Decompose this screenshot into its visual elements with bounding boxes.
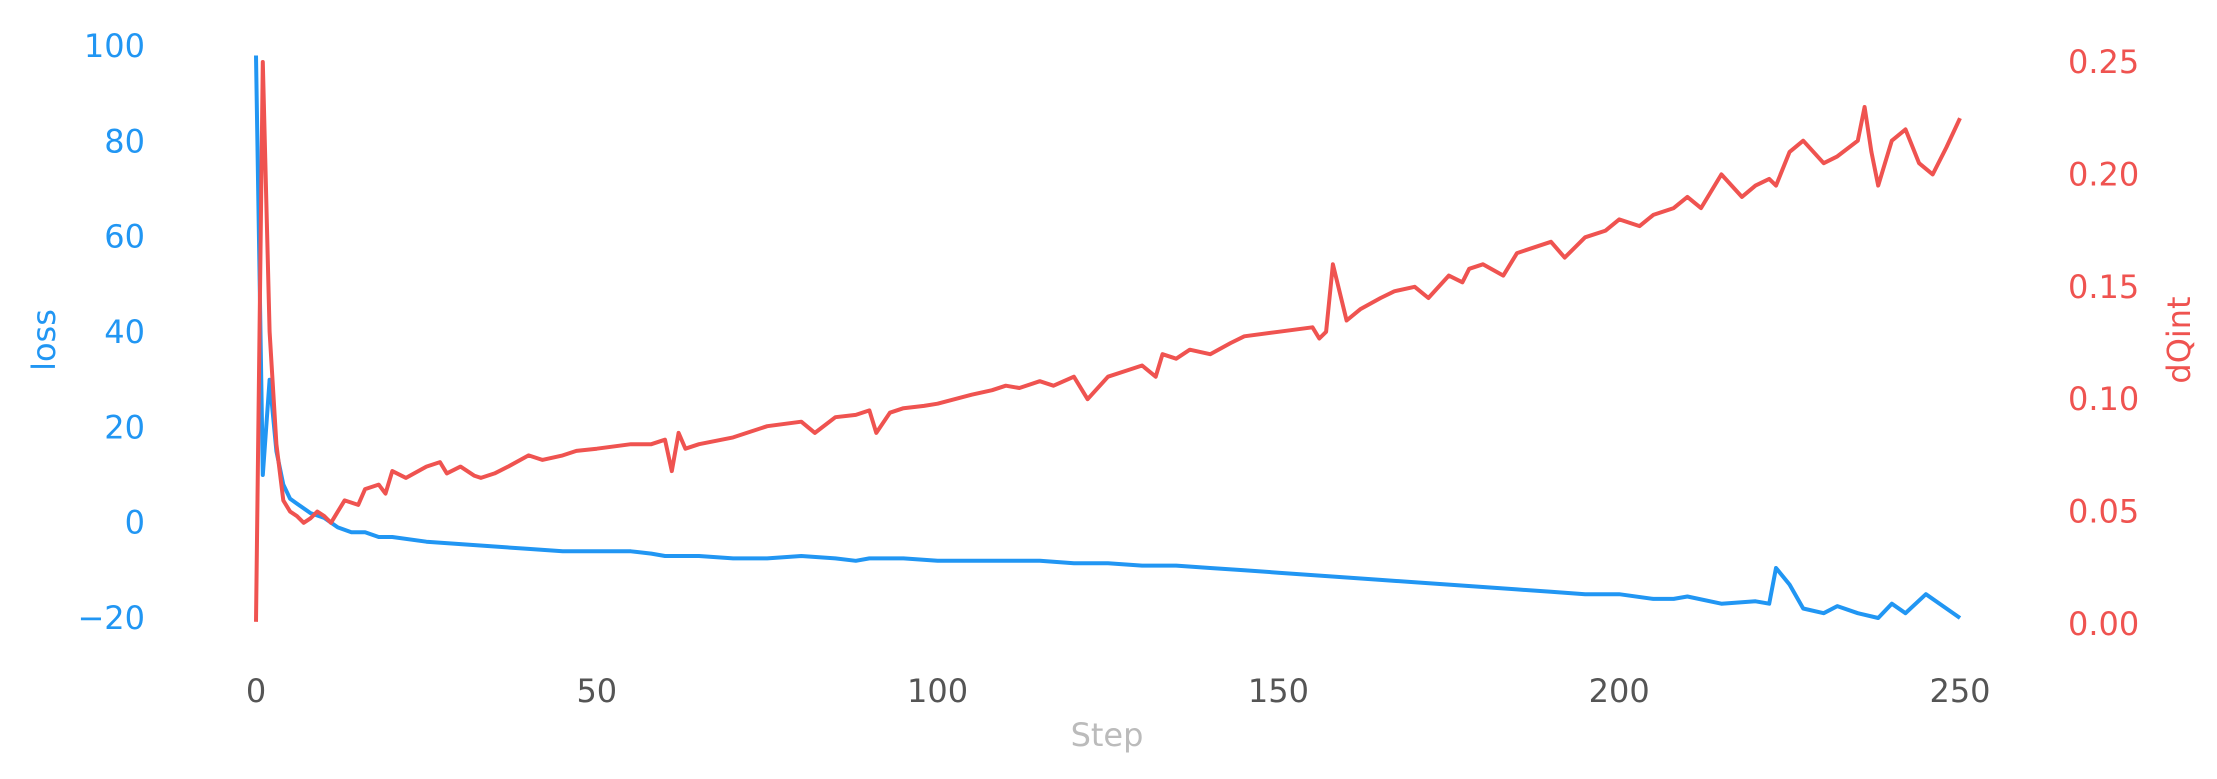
x-axis-label: Step xyxy=(1071,716,1144,754)
plot-lines xyxy=(254,55,1962,622)
right-tick-label: 0.10 xyxy=(2068,380,2139,418)
x-tick-label: 150 xyxy=(1248,672,1309,710)
x-axis-ticks: 0 50 100 150 200 250 xyxy=(246,672,1991,710)
right-tick-label: 0.00 xyxy=(2068,605,2139,643)
right-tick-label: 0.25 xyxy=(2068,43,2139,81)
left-tick-label: 80 xyxy=(104,122,145,160)
x-tick-label: 50 xyxy=(576,672,617,710)
right-tick-label: 0.05 xyxy=(2068,493,2139,531)
left-axis-ticks: −20 0 20 40 60 80 100 xyxy=(77,27,145,637)
x-tick-label: 100 xyxy=(907,672,968,710)
right-axis-label: dQint xyxy=(2160,296,2198,383)
right-axis-ticks: 0.00 0.05 0.10 0.15 0.20 0.25 xyxy=(2068,43,2139,643)
right-tick-label: 0.20 xyxy=(2068,155,2139,193)
left-tick-label: 20 xyxy=(104,408,145,446)
loss-series-line xyxy=(254,55,1962,620)
x-tick-label: 200 xyxy=(1589,672,1650,710)
left-tick-label: −20 xyxy=(77,599,145,637)
left-tick-label: 0 xyxy=(125,504,145,542)
x-tick-label: 250 xyxy=(1929,672,1990,710)
left-tick-label: 40 xyxy=(104,313,145,351)
right-tick-label: 0.15 xyxy=(2068,268,2139,306)
left-axis-label: loss xyxy=(25,309,63,371)
left-tick-label: 60 xyxy=(104,218,145,256)
x-tick-label: 0 xyxy=(246,672,266,710)
dqint-series-line xyxy=(254,60,1962,622)
left-tick-label: 100 xyxy=(84,27,145,65)
